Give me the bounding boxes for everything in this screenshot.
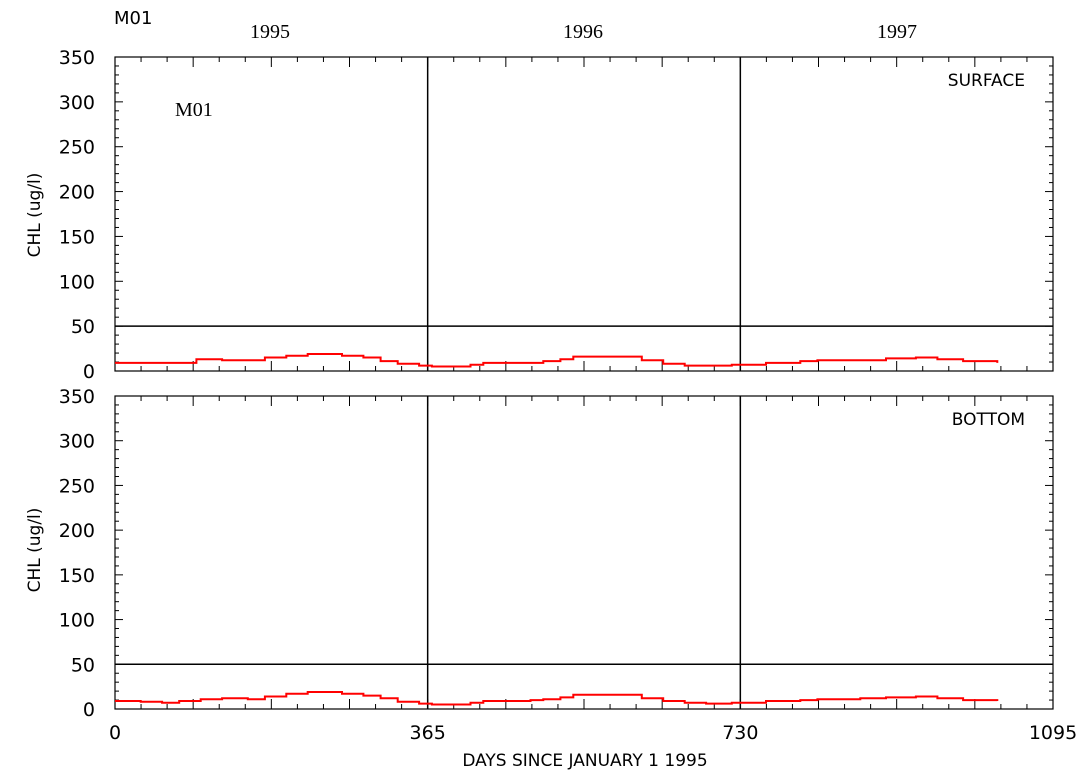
surface-chl-series-line — [115, 353, 999, 368]
surface-y-tick-label: 300 — [59, 92, 95, 114]
bottom-plot-frame — [114, 395, 1054, 710]
bottom-y-tick-label: 100 — [59, 610, 95, 632]
bottom-y-axis-title: CHL (ug/l) — [25, 508, 45, 593]
surface-plot-frame — [114, 56, 1054, 372]
bottom-panel: BOTTOM CHL (ug/l) 0 50 100 150 200 250 300 350 0… — [25, 386, 1077, 744]
bottom-x-tick-label: 730 — [722, 722, 758, 744]
surface-y-tick-label: 0 — [83, 361, 95, 383]
year-label-1996: 1996 — [563, 21, 603, 43]
surface-y-tick-label: 350 — [59, 47, 95, 69]
bottom-y-tick-label: 0 — [83, 699, 95, 721]
station-annotation: M01 — [175, 99, 213, 121]
bottom-panel-label: BOTTOM — [952, 410, 1025, 430]
surface-y-tick-label: 50 — [71, 316, 95, 338]
bottom-y-tick-label: 50 — [71, 654, 95, 676]
bottom-y-tick-label: 300 — [59, 431, 95, 453]
surface-y-tick-label: 150 — [59, 226, 95, 248]
bottom-x-tick-label: 365 — [410, 722, 446, 744]
bottom-x-tick-label: 0 — [109, 722, 121, 744]
x-axis-title: DAYS SINCE JANUARY 1 1995 — [462, 751, 707, 771]
surface-y-tick-label: 100 — [59, 271, 95, 293]
bottom-y-tick-label: 350 — [59, 386, 95, 408]
bottom-y-tick-label: 200 — [59, 520, 95, 542]
year-label-1997: 1997 — [877, 21, 917, 43]
bottom-chl-series-line — [115, 691, 999, 706]
surface-y-tick-label: 200 — [59, 182, 95, 204]
bottom-y-tick-label: 150 — [59, 565, 95, 587]
surface-y-axis-title: CHL (ug/l) — [25, 173, 45, 258]
surface-panel-label: SURFACE — [948, 71, 1025, 91]
surface-panel: SURFACE CHL (ug/l) 0 50 100 150 200 250 300 350 — [25, 47, 1054, 383]
year-label-1995: 1995 — [250, 21, 290, 43]
bottom-y-tick-label: 250 — [59, 475, 95, 497]
station-tag: M01 — [114, 8, 152, 29]
bottom-x-tick-label: 1095 — [1029, 722, 1077, 744]
surface-y-tick-label: 250 — [59, 137, 95, 159]
